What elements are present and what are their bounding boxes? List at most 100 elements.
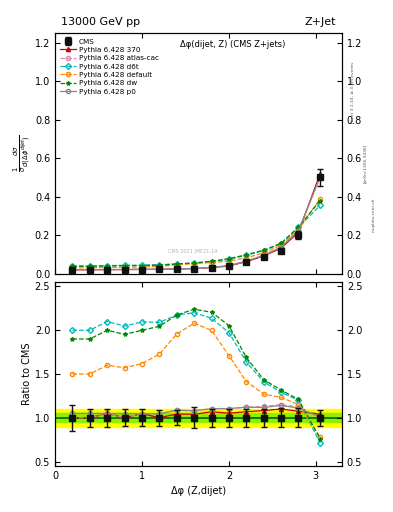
Pythia 6.428 p0: [70, 267, 75, 273]
Pythia 6.428 d6t: [279, 241, 283, 247]
Pythia 6.428 370: [122, 267, 127, 273]
Text: 13000 GeV pp: 13000 GeV pp: [61, 17, 140, 27]
Pythia 6.428 d6t: [318, 202, 323, 208]
Pythia 6.428 d6t: [157, 262, 162, 268]
Pythia 6.428 370: [70, 267, 75, 273]
Pythia 6.428 atlas-cac: [226, 263, 231, 269]
Line: Pythia 6.428 atlas-cac: Pythia 6.428 atlas-cac: [70, 176, 322, 272]
Pythia 6.428 default: [105, 264, 110, 270]
Pythia 6.428 atlas-cac: [105, 267, 110, 273]
Pythia 6.428 p0: [318, 174, 323, 180]
Line: Pythia 6.428 d6t: Pythia 6.428 d6t: [70, 203, 322, 268]
Pythia 6.428 dw: [157, 262, 162, 268]
Pythia 6.428 p0: [157, 266, 162, 272]
Pythia 6.428 atlas-cac: [209, 264, 214, 270]
Pythia 6.428 atlas-cac: [87, 267, 92, 273]
Y-axis label: Ratio to CMS: Ratio to CMS: [22, 343, 32, 406]
Pythia 6.428 d6t: [122, 262, 127, 268]
Pythia 6.428 dw: [244, 252, 249, 258]
Pythia 6.428 dw: [105, 263, 110, 269]
Pythia 6.428 atlas-cac: [140, 266, 144, 272]
Pythia 6.428 atlas-cac: [261, 252, 266, 258]
Pythia 6.428 dw: [192, 260, 196, 266]
Pythia 6.428 370: [105, 267, 110, 273]
Line: Pythia 6.428 p0: Pythia 6.428 p0: [70, 175, 322, 272]
Pythia 6.428 atlas-cac: [296, 227, 301, 233]
Text: CMS 2021 JME21-19: CMS 2021 JME21-19: [168, 249, 217, 254]
Pythia 6.428 d6t: [70, 263, 75, 269]
Pythia 6.428 atlas-cac: [122, 267, 127, 273]
Pythia 6.428 370: [192, 266, 196, 272]
Pythia 6.428 default: [192, 261, 196, 267]
Pythia 6.428 default: [70, 265, 75, 271]
Pythia 6.428 default: [226, 258, 231, 264]
Pythia 6.428 p0: [244, 258, 249, 264]
Pythia 6.428 p0: [105, 267, 110, 273]
Pythia 6.428 dw: [261, 247, 266, 253]
Pythia 6.428 370: [318, 170, 323, 177]
Pythia 6.428 atlas-cac: [174, 266, 179, 272]
Pythia 6.428 default: [244, 255, 249, 261]
Pythia 6.428 default: [140, 264, 144, 270]
Pythia 6.428 dw: [174, 261, 179, 267]
Pythia 6.428 dw: [140, 263, 144, 269]
Pythia 6.428 default: [157, 263, 162, 269]
Pythia 6.428 atlas-cac: [192, 265, 196, 271]
Pythia 6.428 p0: [87, 267, 92, 273]
Pythia 6.428 atlas-cac: [279, 244, 283, 250]
Pythia 6.428 370: [296, 229, 301, 236]
Pythia 6.428 d6t: [261, 247, 266, 253]
Pythia 6.428 d6t: [244, 252, 249, 259]
Y-axis label: $\frac{1}{\sigma}\frac{d\sigma}{d(\Delta\phi^{dijet})}$: $\frac{1}{\sigma}\frac{d\sigma}{d(\Delta…: [12, 135, 33, 172]
Pythia 6.428 p0: [122, 266, 127, 272]
Text: Z+Jet: Z+Jet: [305, 17, 336, 27]
Pythia 6.428 p0: [140, 266, 144, 272]
Pythia 6.428 default: [296, 226, 301, 232]
Pythia 6.428 d6t: [226, 256, 231, 262]
Legend: CMS, Pythia 6.428 370, Pythia 6.428 atlas-cac, Pythia 6.428 d6t, Pythia 6.428 de: CMS, Pythia 6.428 370, Pythia 6.428 atla…: [59, 37, 160, 96]
Pythia 6.428 atlas-cac: [244, 258, 249, 264]
Pythia 6.428 370: [261, 253, 266, 259]
Pythia 6.428 default: [122, 264, 127, 270]
Pythia 6.428 d6t: [192, 260, 196, 266]
Pythia 6.428 370: [209, 265, 214, 271]
Pythia 6.428 d6t: [105, 263, 110, 269]
Pythia 6.428 default: [87, 265, 92, 271]
Text: Δφ(dijet, Z) (CMS Z+jets): Δφ(dijet, Z) (CMS Z+jets): [180, 40, 286, 50]
Pythia 6.428 d6t: [140, 262, 144, 268]
Pythia 6.428 dw: [296, 224, 301, 230]
Pythia 6.428 370: [157, 266, 162, 272]
Pythia 6.428 dw: [122, 263, 127, 269]
Pythia 6.428 default: [261, 250, 266, 256]
Pythia 6.428 p0: [192, 265, 196, 271]
Text: [arXiv:1306.3436]: [arXiv:1306.3436]: [363, 144, 367, 183]
Pythia 6.428 370: [226, 263, 231, 269]
Pythia 6.428 dw: [318, 198, 323, 204]
Pythia 6.428 370: [140, 266, 144, 272]
Pythia 6.428 default: [174, 262, 179, 268]
Pythia 6.428 d6t: [87, 263, 92, 269]
Pythia 6.428 dw: [279, 240, 283, 246]
Pythia 6.428 atlas-cac: [157, 266, 162, 272]
Text: Rivet 3.1.10, ≥ 3.2M events: Rivet 3.1.10, ≥ 3.2M events: [351, 61, 355, 123]
Pythia 6.428 dw: [209, 258, 214, 264]
Line: Pythia 6.428 dw: Pythia 6.428 dw: [70, 199, 322, 268]
Pythia 6.428 p0: [209, 264, 214, 270]
Pythia 6.428 atlas-cac: [318, 175, 323, 181]
Pythia 6.428 370: [174, 266, 179, 272]
X-axis label: Δφ (Z,dijet): Δφ (Z,dijet): [171, 486, 226, 496]
Pythia 6.428 default: [279, 242, 283, 248]
Pythia 6.428 default: [318, 196, 323, 202]
Text: mcplots.cern.ch: mcplots.cern.ch: [371, 198, 375, 232]
Pythia 6.428 default: [209, 260, 214, 266]
Line: Pythia 6.428 370: Pythia 6.428 370: [70, 172, 322, 272]
Pythia 6.428 dw: [87, 263, 92, 269]
Pythia 6.428 p0: [261, 252, 266, 259]
Pythia 6.428 d6t: [174, 261, 179, 267]
Pythia 6.428 370: [87, 267, 92, 273]
Pythia 6.428 d6t: [296, 224, 301, 230]
Line: Pythia 6.428 default: Pythia 6.428 default: [70, 197, 322, 270]
Pythia 6.428 370: [279, 245, 283, 251]
Pythia 6.428 p0: [174, 266, 179, 272]
Pythia 6.428 p0: [279, 244, 283, 250]
